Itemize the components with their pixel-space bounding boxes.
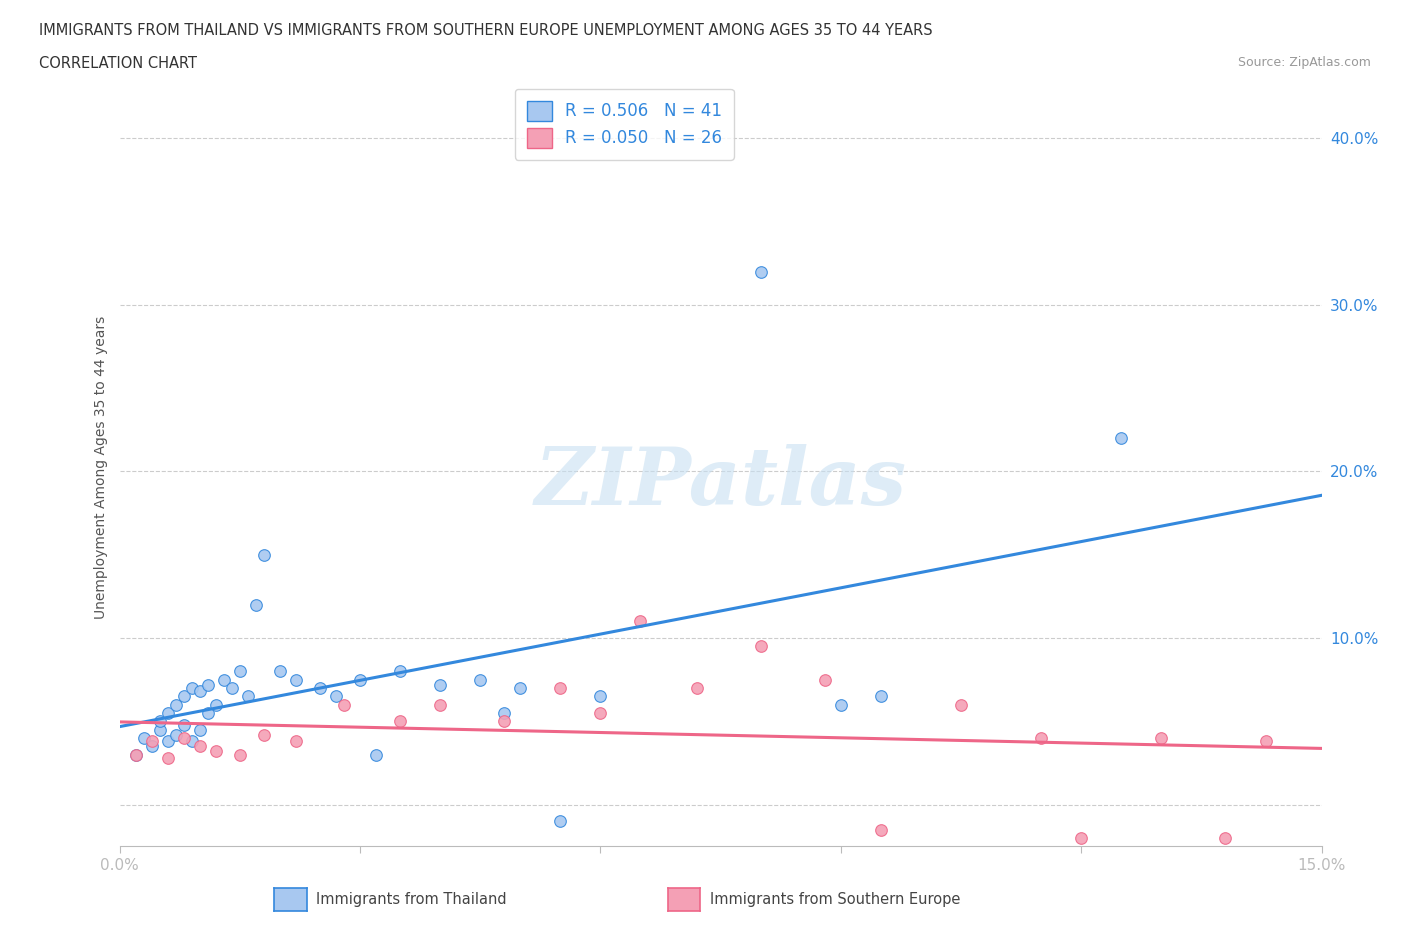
Legend: R = 0.506   N = 41, R = 0.050   N = 26: R = 0.506 N = 41, R = 0.050 N = 26 [515,89,734,160]
Text: Source: ZipAtlas.com: Source: ZipAtlas.com [1237,56,1371,69]
Point [830,698,852,712]
Point [1254,734,1277,749]
Point [630,614,652,629]
Point [188,684,211,698]
Point [309,681,332,696]
Point [869,689,893,704]
Point [132,731,155,746]
Point [253,548,276,563]
Point [188,739,211,754]
Point [589,689,612,704]
Point [141,739,163,754]
Point [221,681,243,696]
Point [550,681,572,696]
Point [149,714,172,729]
Point [509,681,531,696]
Point [429,698,451,712]
Point [245,597,267,612]
Point [333,698,356,712]
Point [1150,731,1173,746]
Point [388,714,412,729]
Point [197,677,219,692]
Point [1029,731,1052,746]
Point [141,734,163,749]
Point [173,731,195,746]
Point [950,698,973,712]
Point [869,822,893,837]
Point [228,664,252,679]
Point [550,814,572,829]
Point [494,714,516,729]
Y-axis label: Unemployment Among Ages 35 to 44 years: Unemployment Among Ages 35 to 44 years [94,315,108,619]
Point [388,664,412,679]
Point [364,747,387,762]
Point [325,689,347,704]
Point [156,734,179,749]
Point [124,747,146,762]
Point [204,698,226,712]
Point [1215,830,1237,845]
Point [165,727,187,742]
Point [236,689,259,704]
Point [1111,431,1133,445]
Point [429,677,451,692]
Text: ZIPatlas: ZIPatlas [534,444,907,521]
Point [269,664,291,679]
Point [685,681,707,696]
Point [749,639,772,654]
Text: CORRELATION CHART: CORRELATION CHART [39,56,197,71]
Point [468,672,492,687]
Point [197,706,219,721]
Point [284,672,307,687]
Point [814,672,837,687]
Point [749,264,772,279]
Point [156,706,179,721]
Point [212,672,235,687]
Point [1070,830,1092,845]
Point [204,744,226,759]
Point [180,681,202,696]
Point [173,689,195,704]
Point [188,723,211,737]
Point [165,698,187,712]
Point [149,723,172,737]
Text: IMMIGRANTS FROM THAILAND VS IMMIGRANTS FROM SOUTHERN EUROPE UNEMPLOYMENT AMONG A: IMMIGRANTS FROM THAILAND VS IMMIGRANTS F… [39,23,934,38]
Point [253,727,276,742]
Point [228,747,252,762]
Text: Immigrants from Southern Europe: Immigrants from Southern Europe [710,892,960,907]
Text: Immigrants from Thailand: Immigrants from Thailand [316,892,508,907]
Point [284,734,307,749]
Point [589,706,612,721]
Point [173,717,195,732]
Point [494,706,516,721]
Point [180,734,202,749]
Point [156,751,179,765]
Point [349,672,371,687]
Point [124,747,146,762]
